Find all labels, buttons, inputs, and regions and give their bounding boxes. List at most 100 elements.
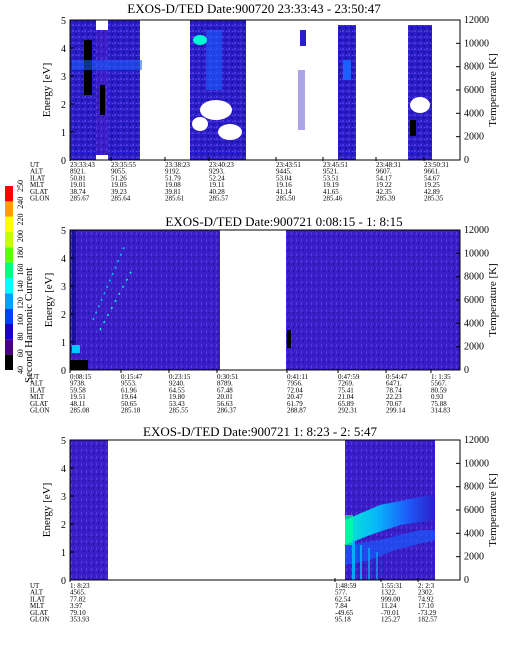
ephemeris-value: 20.47 [287, 393, 303, 401]
ephemeris-value: 17.10 [418, 602, 434, 610]
ephemeris-value: 9055. [111, 168, 127, 176]
ephemeris-value: 19.22 [376, 181, 392, 189]
y-left-tick-label: 4 [61, 254, 66, 265]
panel-1-data-block [298, 70, 305, 130]
ephemeris-value: -73.29 [418, 609, 437, 617]
panel-2-void [70, 360, 88, 370]
colorbar-cell [5, 201, 13, 217]
ephemeris-value: 19.11 [209, 181, 225, 189]
ephemeris-value: 80.59 [431, 386, 447, 394]
ephemeris-value: 9553. [121, 380, 137, 388]
ephemeris-value: 285.46 [323, 195, 343, 203]
y-left-tick-label: 2 [61, 100, 66, 111]
panel-1-heatmap [69, 19, 461, 161]
ephemeris-value: 41.65 [323, 188, 339, 196]
panel-3: EXOS-D/TED Date:900721 1: 8:23 - 2: 5:47… [30, 424, 499, 624]
ephemeris-value: 50.65 [121, 400, 137, 408]
y-right-tick-label: 12000 [464, 435, 489, 446]
ephemeris-value: 0:47:59 [338, 373, 360, 381]
ephemeris-row-label: MLT [30, 181, 45, 189]
colorbar-tick-label: 100 [16, 314, 25, 326]
ephemeris-value: 39.81 [165, 188, 181, 196]
ephemeris-value: 50.81 [70, 174, 86, 182]
ephemeris-value: 285.55 [169, 407, 189, 415]
y-right-tick-label: 12000 [464, 225, 489, 236]
ephemeris-value: 285.39 [376, 195, 396, 203]
ephemeris-value: 23:40:23 [209, 161, 234, 169]
colorbar-cell [5, 262, 13, 278]
colorbar-cell [5, 216, 13, 232]
panel-3-ylabel-right: Temperature [K] [487, 473, 499, 546]
colorbar-cell [5, 308, 13, 324]
ephemeris-value: 75.88 [431, 400, 447, 408]
panel-2-data-block [286, 230, 460, 370]
y-right-tick-label: 0 [464, 575, 469, 586]
panel-2-hotspot [72, 345, 80, 353]
ephemeris-value: 79.10 [70, 609, 86, 617]
ephemeris-value: 0:41:11 [287, 373, 309, 381]
ephemeris-value: 52.24 [209, 174, 225, 182]
y-right-tick-label: 6000 [464, 295, 484, 306]
ephemeris-value: 19.16 [276, 181, 292, 189]
y-left-tick-label: 3 [61, 282, 66, 293]
ephemeris-value: 286.37 [217, 407, 237, 415]
ephemeris-value: 9607. [376, 168, 392, 176]
ephemeris-value: 19.80 [169, 393, 185, 401]
panel-2-void [72, 230, 76, 345]
ephemeris-value: 285.61 [165, 195, 185, 203]
ephemeris-value: 78.74 [386, 386, 402, 394]
y-right-tick-label: 6000 [464, 505, 484, 516]
y-right-tick-label: 6000 [464, 85, 484, 96]
ephemeris-value: 0:30:51 [217, 373, 239, 381]
ephemeris-value: 1:48:59 [335, 582, 357, 590]
y-right-tick-label: 10000 [464, 458, 489, 469]
ephemeris-row-label: ILAT [30, 386, 46, 394]
ephemeris-row-label: GLON [30, 407, 49, 415]
colorbar-tick-label: 80 [16, 333, 25, 341]
ephemeris-value: 2: 2:3 [418, 582, 435, 590]
ephemeris-value: 0:23:15 [169, 373, 191, 381]
panel-3-band [345, 530, 435, 565]
ephemeris-value: 65.89 [338, 400, 354, 408]
colorbar-cell [5, 278, 13, 294]
ephemeris-value: 23:48:31 [376, 161, 401, 169]
ephemeris-value: 9293. [209, 168, 225, 176]
colorbar-tick-label: 250 [16, 180, 25, 192]
ephemeris-value: 19.05 [111, 181, 127, 189]
y-left-tick-label: 3 [61, 72, 66, 83]
panel-2-data-block [70, 230, 220, 370]
ephemeris-value: 0:08:15 [70, 373, 92, 381]
ephemeris-value: 62.54 [335, 595, 351, 603]
ephemeris-value: 38.74 [70, 188, 86, 196]
colorbar-tick-label: 200 [16, 230, 25, 242]
panel-2-ylabel-left: Energy [eV] [43, 273, 55, 327]
ephemeris-value: 1322. [381, 589, 397, 597]
ephemeris-value: 19.01 [70, 181, 86, 189]
y-left-tick-label: 0 [61, 366, 66, 377]
y-left-tick-label: 0 [61, 576, 66, 587]
ephemeris-value: 314.83 [431, 407, 451, 415]
y-left-tick-label: 2 [61, 310, 66, 321]
panel-2-heatmap [69, 229, 461, 371]
ephemeris-value: 285.67 [70, 195, 90, 203]
panel-1: EXOS-D/TED Date:900720 23:33:43 - 23:50:… [30, 1, 499, 203]
ephemeris-value: 61.79 [287, 400, 303, 408]
y-right-tick-label: 8000 [464, 482, 484, 493]
colorbar-tick-label: 220 [16, 213, 25, 225]
ephemeris-value: 61.96 [121, 386, 137, 394]
ephemeris-row-label: GLAT [30, 400, 49, 408]
ephemeris-row-label: GLON [30, 616, 49, 624]
colorbar-tick-label: 60 [16, 349, 25, 357]
ephemeris-value: 51.79 [165, 174, 181, 182]
panel-1-void [100, 85, 105, 115]
panel-1-data-block [108, 20, 140, 160]
ephemeris-value: 19.25 [424, 181, 440, 189]
ephemeris-value: 1:55:31 [381, 582, 403, 590]
panel-3-ylabel-left: Energy [eV] [41, 483, 53, 537]
ephemeris-value: 74.92 [418, 595, 434, 603]
y-right-tick-label: 10000 [464, 38, 489, 49]
panel-1-gap [192, 117, 208, 131]
ephemeris-value: 125.27 [381, 616, 401, 624]
ephemeris-value: 19.19 [323, 181, 339, 189]
ephemeris-value: 0.93 [431, 393, 444, 401]
